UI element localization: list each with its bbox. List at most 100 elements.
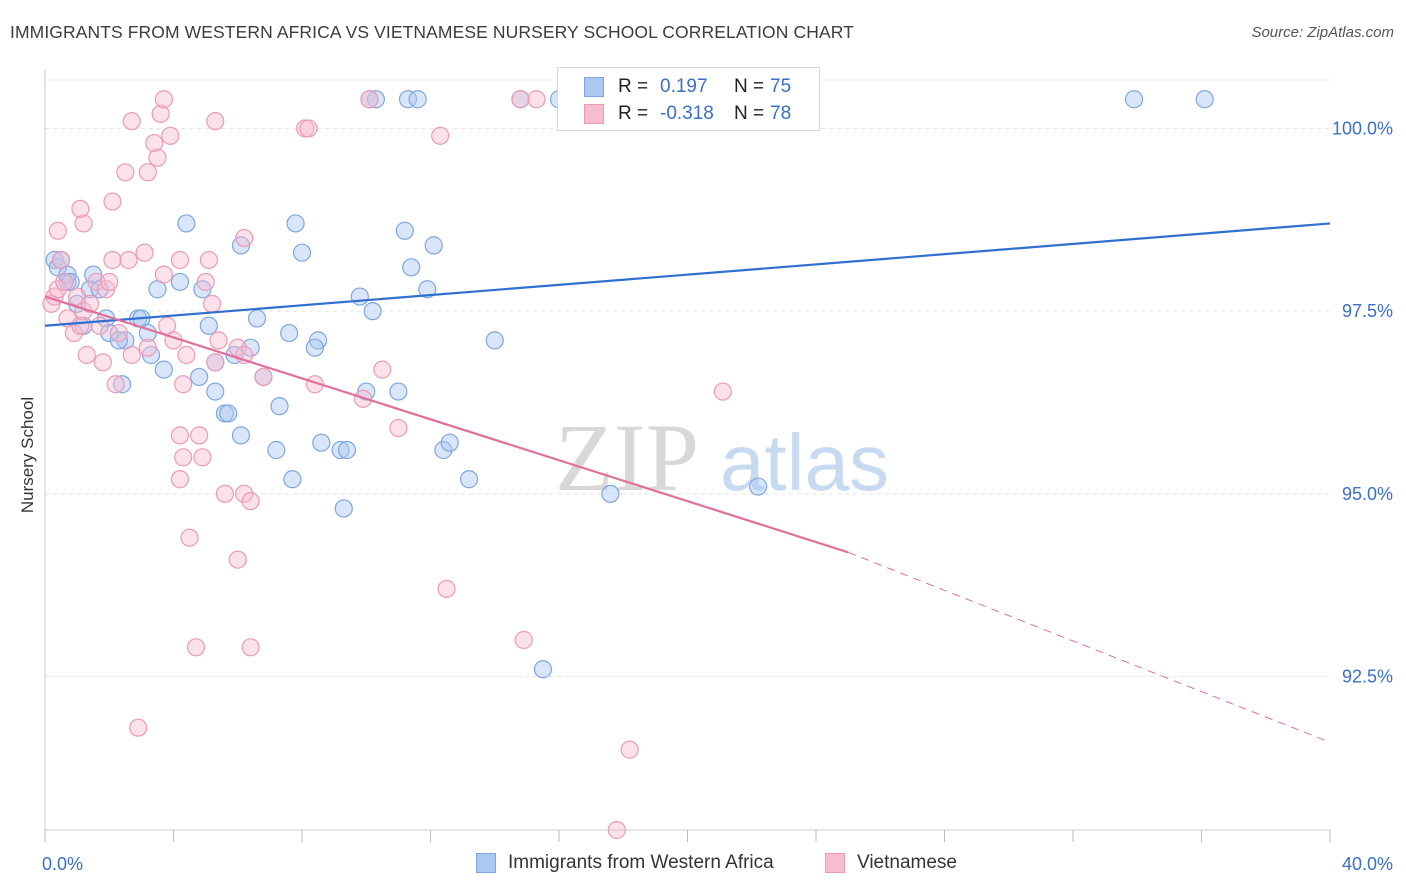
point-vietnamese (389, 418, 408, 438)
trend-lines (44, 222, 1331, 743)
legend: R = 0.197 N = 75 R = -0.318 N = 78 (557, 67, 820, 131)
point-western-africa (170, 272, 190, 292)
point-vietnamese (514, 630, 533, 650)
point-western-africa (350, 287, 369, 306)
point-vietnamese (87, 272, 106, 292)
point-vietnamese (196, 272, 215, 292)
legend-r-label: R = (618, 76, 649, 97)
gridlines (45, 79, 1330, 678)
point-vietnamese (299, 119, 318, 138)
axes (44, 70, 1331, 842)
point-vietnamese (241, 492, 260, 511)
point-vietnamese (202, 294, 222, 313)
legend-r-label: R = (618, 103, 649, 124)
point-vietnamese (145, 133, 164, 153)
point-vietnamese (437, 579, 456, 598)
trend-line-vietnamese (44, 295, 849, 554)
point-western-africa (109, 331, 128, 350)
point-vietnamese (431, 126, 450, 145)
point-vietnamese (106, 375, 125, 394)
legend-r-value: 0.197 (660, 76, 708, 97)
legend-n-label: N = (734, 76, 765, 97)
y-axis-label: Nursery School (18, 397, 37, 513)
point-vietnamese (177, 345, 196, 365)
point-vietnamese (170, 250, 190, 270)
point-vietnamese (228, 550, 247, 569)
point-vietnamese (170, 426, 190, 445)
bottom-legend-label: Immigrants from Western Africa (508, 852, 774, 873)
point-vietnamese (129, 718, 148, 737)
point-western-africa (459, 470, 479, 489)
point-vietnamese (154, 265, 173, 284)
point-vietnamese (527, 90, 546, 109)
series-western-africa (45, 90, 1214, 679)
legend-n-label: N = (734, 103, 765, 124)
point-vietnamese (170, 470, 190, 489)
point-vietnamese (64, 323, 84, 343)
point-vietnamese (154, 90, 173, 109)
watermark-atlas: atlas (720, 418, 889, 507)
y-tick-label: 100.0% (1332, 118, 1393, 138)
point-vietnamese (119, 250, 138, 270)
x-tick-label: 0.0% (42, 854, 83, 874)
point-western-africa (112, 375, 132, 394)
point-western-africa (280, 323, 299, 343)
legend-r-value: -0.318 (660, 103, 714, 124)
y-tick-label: 95.0% (1342, 484, 1393, 504)
point-western-africa (231, 426, 251, 445)
y-tick-label: 97.5% (1342, 301, 1393, 321)
point-western-africa (424, 236, 443, 255)
point-western-africa (219, 404, 238, 423)
watermark-zip: ZIP (555, 404, 699, 511)
point-vietnamese (215, 484, 234, 503)
bottom-legend-swatch-pink (825, 853, 845, 873)
point-vietnamese (241, 638, 260, 657)
point-western-africa (533, 660, 553, 679)
trend-line-western-africa (44, 222, 1331, 327)
point-vietnamese (228, 338, 247, 357)
point-vietnamese (80, 294, 100, 313)
point-vietnamese (51, 250, 71, 270)
point-vietnamese (116, 163, 135, 182)
legend-swatch-pink (584, 104, 604, 124)
point-vietnamese (74, 214, 93, 233)
bottom-legend-swatch-blue (476, 853, 496, 873)
point-western-africa (601, 484, 620, 503)
legend-swatch-blue (584, 77, 604, 97)
point-vietnamese (135, 243, 154, 262)
point-vietnamese (148, 148, 167, 167)
point-western-africa (331, 440, 350, 460)
point-vietnamese (360, 90, 379, 109)
point-western-africa (398, 90, 418, 109)
point-vietnamese (193, 448, 212, 467)
point-vietnamese (109, 323, 128, 343)
point-vietnamese (161, 126, 180, 145)
point-vietnamese (199, 250, 218, 270)
point-western-africa (190, 367, 209, 387)
point-vietnamese (71, 199, 90, 218)
point-western-africa (485, 331, 504, 350)
source-label: Source: ZipAtlas.com (1251, 24, 1394, 41)
point-vietnamese (373, 360, 392, 379)
point-western-africa (389, 382, 408, 401)
point-western-africa (100, 323, 119, 343)
point-western-africa (434, 440, 453, 460)
point-western-africa (363, 302, 382, 321)
point-vietnamese (174, 375, 193, 394)
point-vietnamese (190, 426, 209, 445)
point-western-africa (1124, 90, 1144, 109)
point-western-africa (154, 360, 173, 379)
y-tick-label: 92.5% (1342, 667, 1393, 687)
point-western-africa (286, 214, 305, 233)
point-vietnamese (209, 331, 228, 350)
point-vietnamese (713, 382, 732, 401)
point-vietnamese (93, 353, 112, 372)
chart-title: IMMIGRANTS FROM WESTERN AFRICA VS VIETNA… (10, 22, 854, 42)
point-vietnamese (122, 345, 141, 365)
point-western-africa (408, 90, 427, 109)
point-vietnamese (122, 112, 141, 131)
point-vietnamese (620, 740, 639, 759)
trend-line-vietnamese-extension (847, 551, 1331, 743)
point-vietnamese (90, 316, 109, 335)
point-vietnamese (138, 338, 157, 357)
